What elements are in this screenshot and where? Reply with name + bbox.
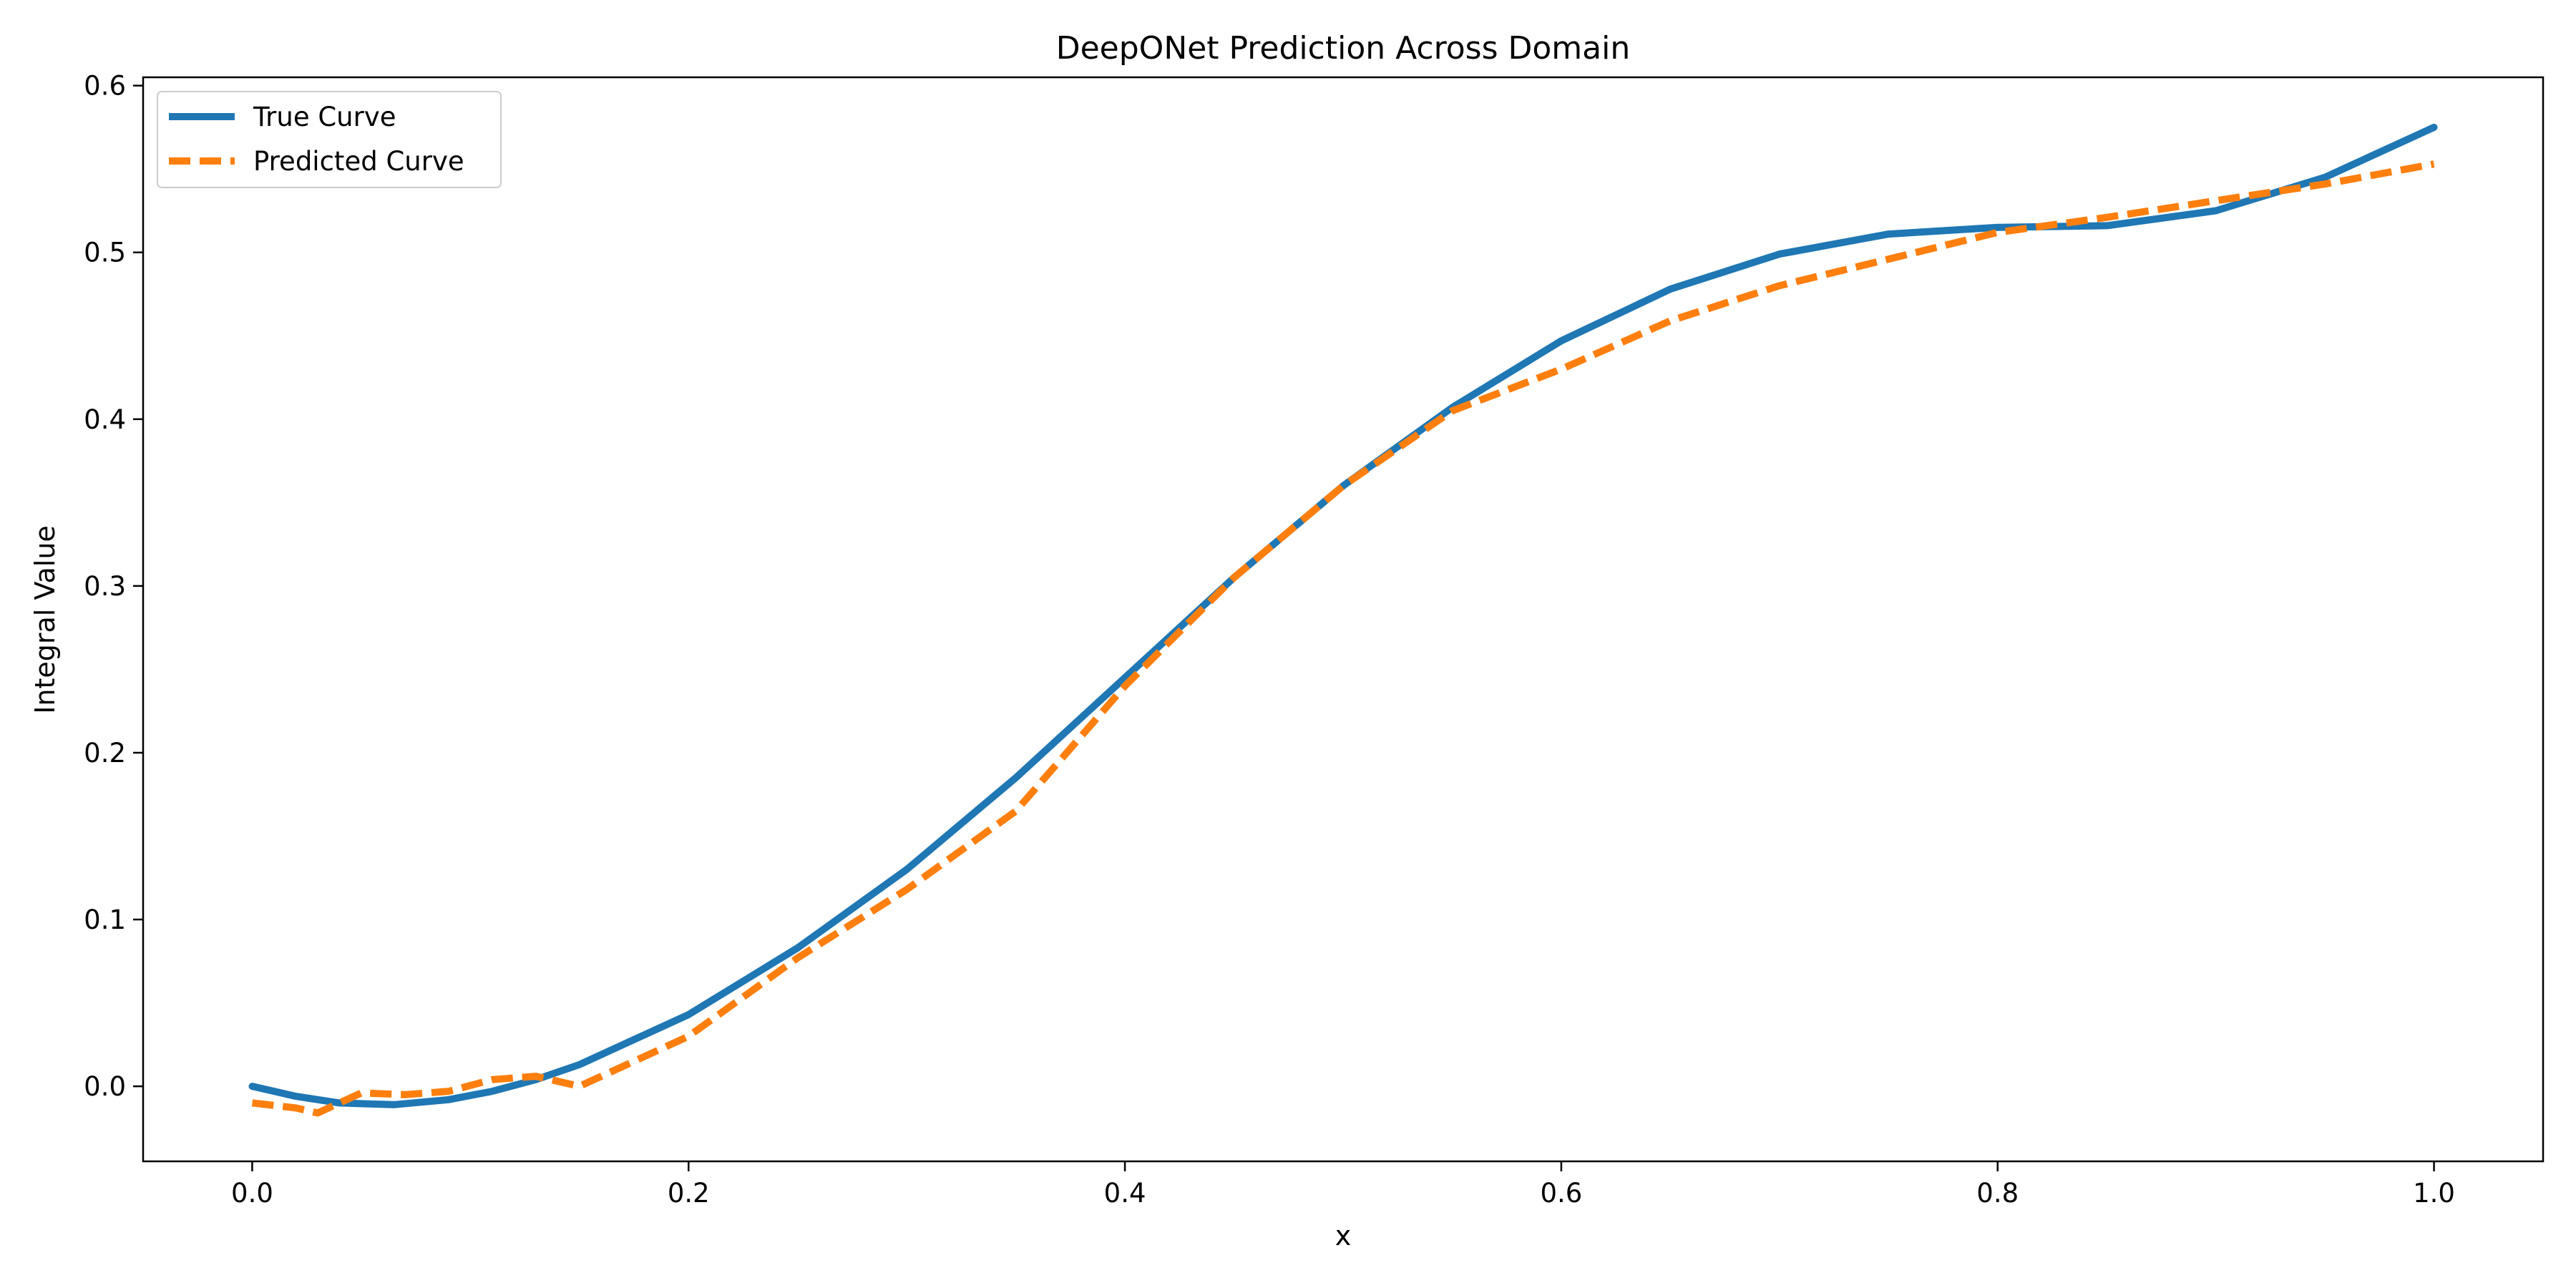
legend: True Curve Predicted Curve (157, 91, 502, 188)
chart-title: DeepONet Prediction Across Domain (1056, 30, 1631, 67)
x-axis-ticks: 0.0 0.2 0.4 0.6 0.8 1.0 (231, 1161, 2455, 1209)
plot-lines (248, 123, 2438, 1117)
legend-label-true-curve: True Curve (253, 102, 396, 132)
y-tick-label: 0.1 (84, 904, 126, 935)
y-tick-label: 0.0 (84, 1071, 126, 1102)
y-axis-label: Integral Value (29, 525, 61, 714)
y-tick-label: 0.2 (84, 738, 126, 769)
x-tick-label: 0.6 (1540, 1178, 1582, 1209)
series-line-predicted-curve (251, 160, 2435, 1117)
y-tick-label: 0.6 (84, 71, 126, 102)
y-tick-label: 0.5 (84, 238, 126, 268)
plot-area-frame (142, 76, 2545, 1163)
series-line-true-curve (248, 123, 2438, 1108)
x-tick-label: 0.4 (1104, 1178, 1146, 1209)
x-tick-label: 0.2 (668, 1178, 710, 1209)
y-tick-label: 0.4 (84, 404, 126, 435)
x-tick-label: 0.0 (231, 1178, 273, 1209)
x-tick-label: 1.0 (2413, 1178, 2455, 1209)
x-axis-label: x (1335, 1220, 1352, 1252)
legend-box (157, 91, 502, 188)
legend-label-predicted-curve: Predicted Curve (253, 146, 464, 177)
x-tick-label: 0.8 (1976, 1178, 2019, 1209)
y-tick-label: 0.3 (84, 571, 126, 602)
y-axis-ticks: 0.0 0.1 0.2 0.3 0.4 0.5 0.6 (84, 71, 143, 1102)
